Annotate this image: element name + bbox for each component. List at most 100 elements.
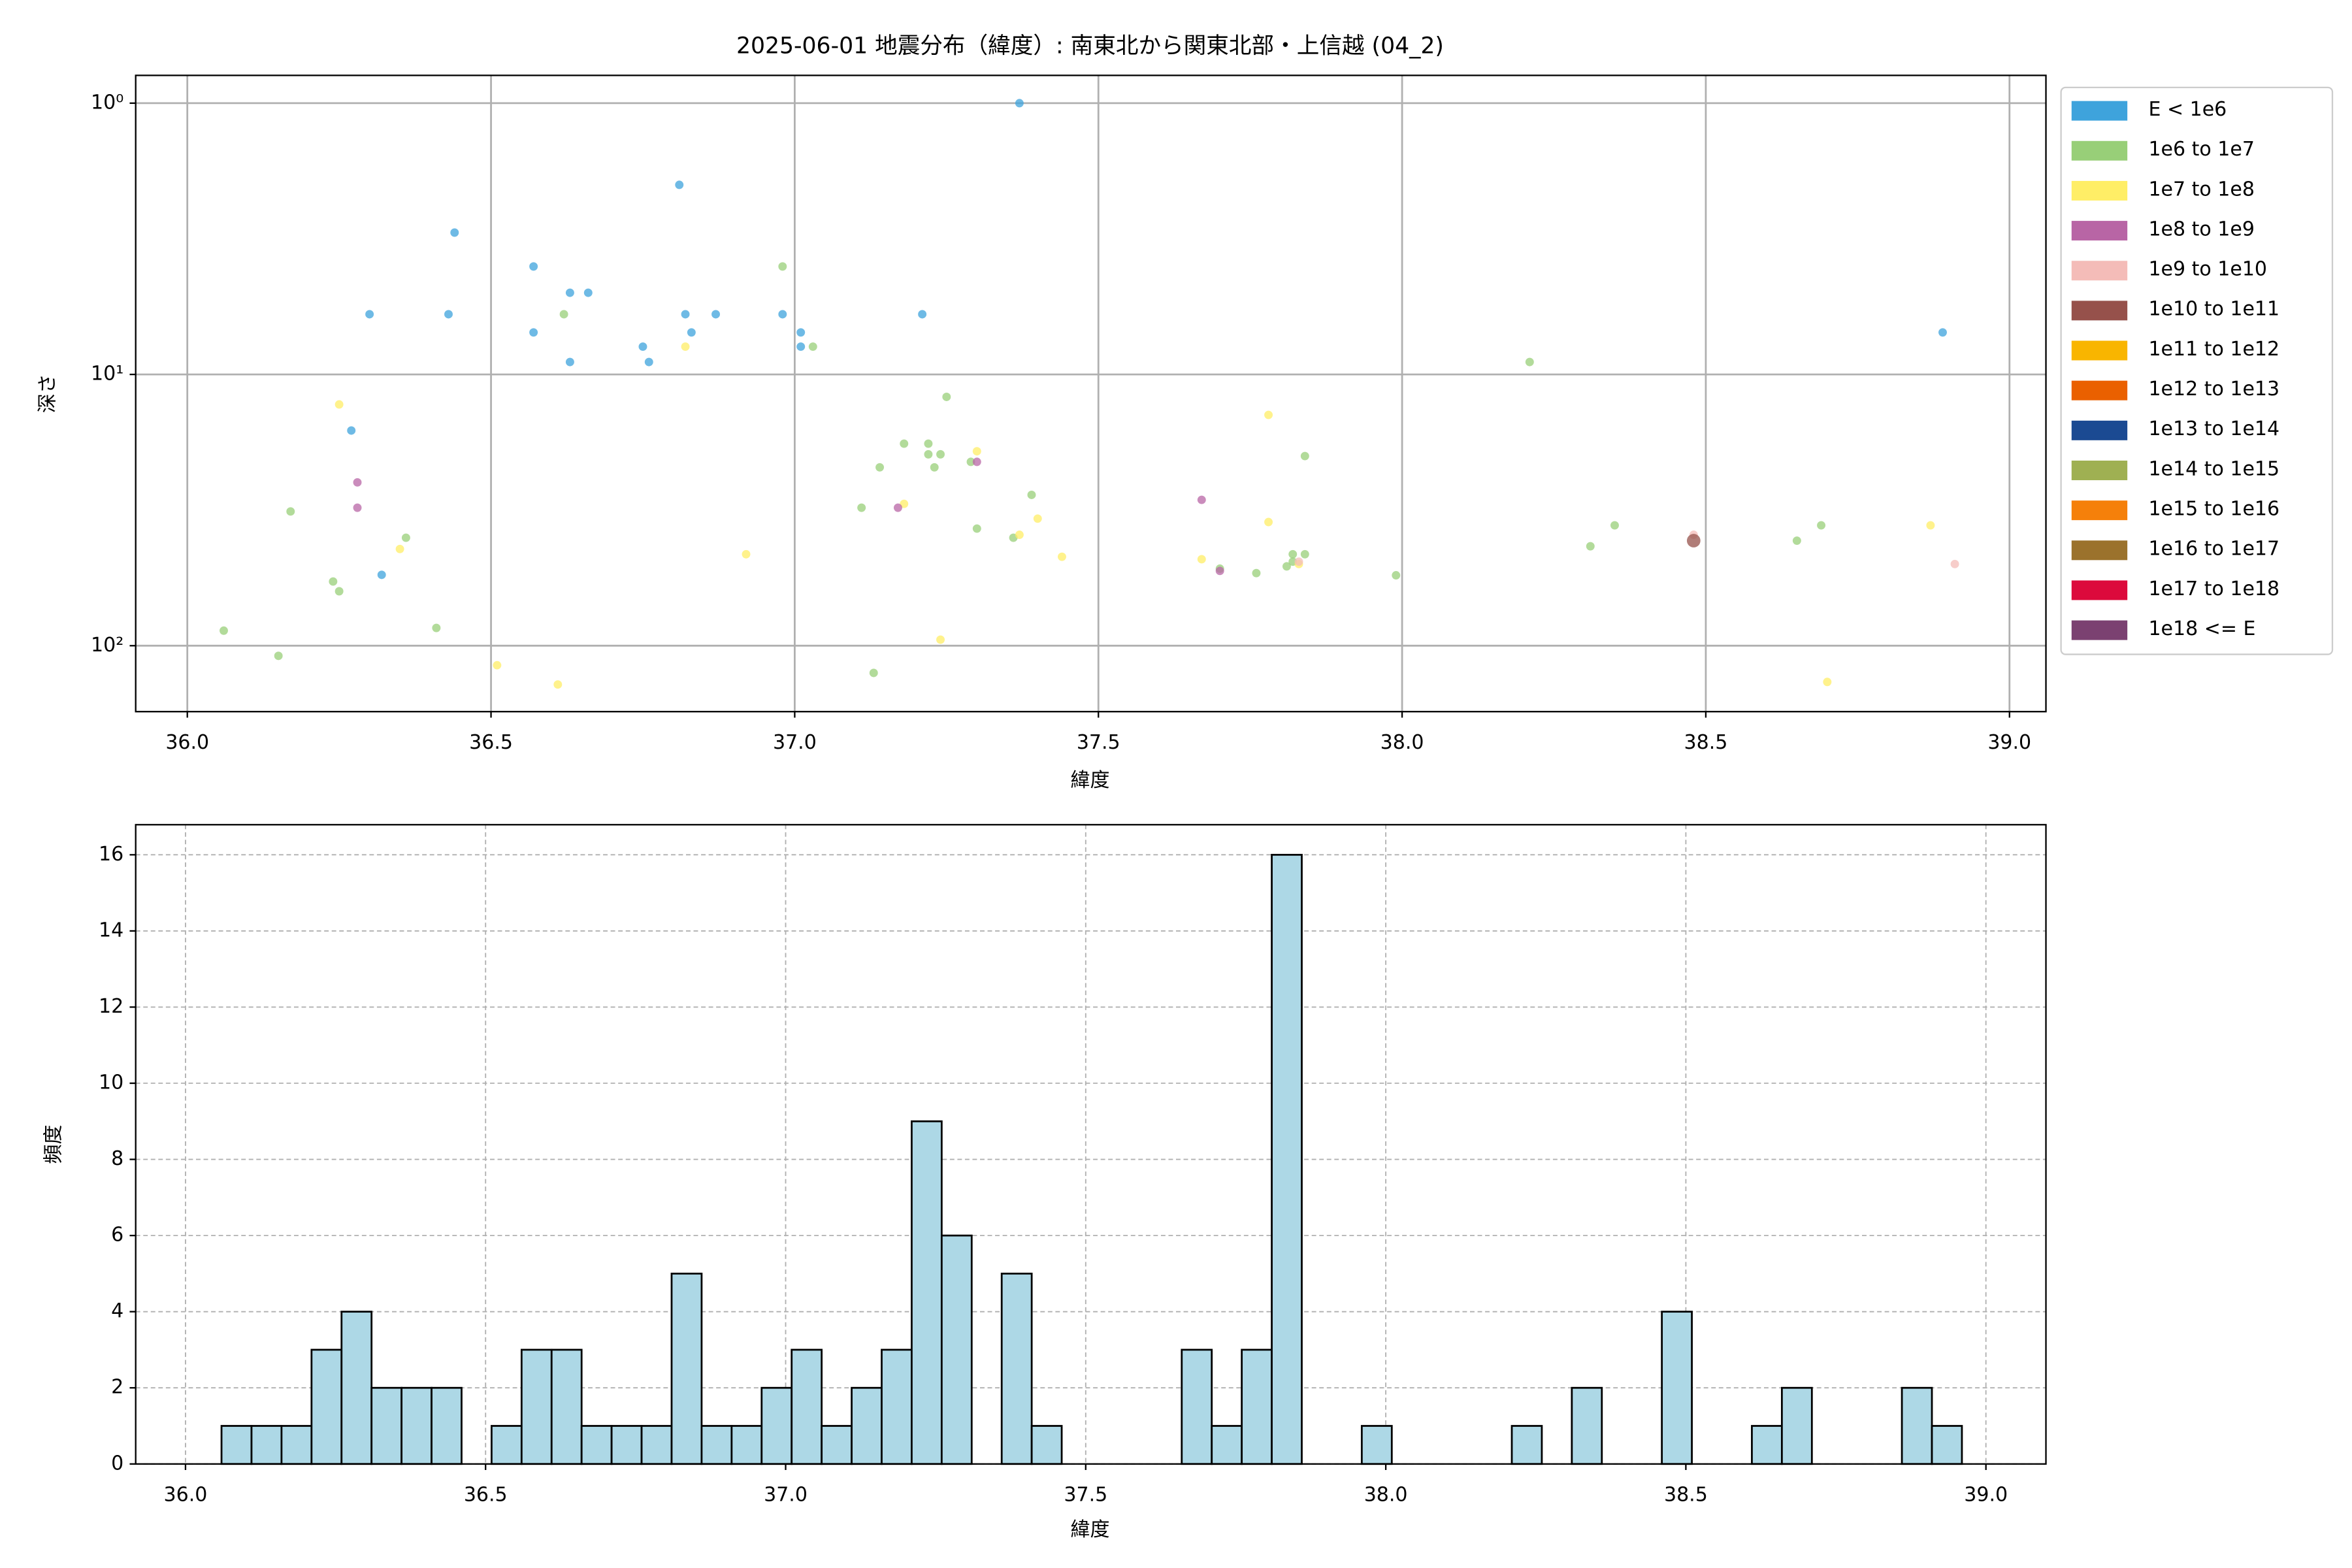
legend-swatch [2071,420,2128,440]
scatter-point [972,447,981,456]
legend-label: 1e13 to 1e14 [2148,417,2279,440]
scatter-point [450,228,459,237]
scatter-point [377,570,386,580]
scatter-point [220,626,228,635]
scatter-point [1252,568,1261,578]
scatter-point [286,507,295,516]
scatter-point [742,549,751,559]
legend-swatch [2071,301,2128,321]
legend-label: 1e7 to 1e8 [2148,178,2254,201]
scatter-point [900,499,909,508]
legend-label: 1e10 to 1e11 [2148,298,2279,321]
scatter-point [711,310,720,319]
y-tick-label: 10² [91,634,123,657]
scatter-point [1282,562,1291,571]
histogram-bar [431,1386,463,1465]
legend-label: 1e15 to 1e16 [2148,498,2279,521]
scatter-point [1197,495,1206,504]
y-tick-label: 10 [99,1071,123,1094]
scatter-point [1792,536,1801,546]
scatter-point [675,180,684,189]
y-tick-label: 6 [111,1224,123,1247]
histogram-bar [940,1234,973,1465]
scatter-point [335,400,344,409]
x-tick-label: 39.0 [1964,1484,2008,1507]
legend-label: 1e11 to 1e12 [2148,338,2279,361]
legend-swatch [2071,380,2128,400]
legend-swatch [2071,221,2128,241]
x-tick-label: 36.5 [464,1484,508,1507]
scatter-point [1586,542,1595,551]
histogram-bar [1780,1386,1813,1465]
legend-label: 1e17 to 1e18 [2148,578,2279,600]
scatter-point [353,503,362,512]
scatter-point [1015,531,1024,539]
x-tick-label: 37.5 [1064,1484,1107,1507]
scatter-point [329,577,338,586]
legend-swatch [2071,500,2128,521]
x-tick-label: 38.5 [1684,731,1728,754]
scatter-point [924,449,933,459]
scatter-point [1525,357,1534,367]
legend-swatch [2071,140,2128,161]
scatter-point [857,503,866,512]
scatter-point [529,328,538,337]
x-tick-label: 39.0 [1987,731,2031,754]
histogram-bar [730,1425,763,1465]
y-tick-label: 10⁰ [91,91,123,114]
scatter-point [565,288,574,297]
histogram-bar [851,1386,883,1465]
scatter-point [347,426,356,435]
scatter-point [681,310,690,319]
histogram-bar [1181,1348,1213,1465]
legend-label: 1e9 to 1e10 [2148,258,2267,281]
histogram-bar [220,1425,253,1465]
scatter-point [687,328,696,337]
scatter-point [966,457,975,466]
histogram-bar [1030,1425,1063,1465]
legend-swatch [2071,261,2128,281]
scatter-point [1033,514,1042,523]
x-tick-label: 36.5 [469,731,513,754]
histogram-bar [340,1311,373,1465]
histogram-bar [760,1386,793,1465]
scatter-point [796,342,806,351]
scatter-point [1300,549,1309,559]
scatter-point [335,587,344,596]
histogram-bar [310,1348,343,1465]
histogram-bar [370,1386,403,1465]
scatter-point [565,357,574,367]
x-tick-label: 36.0 [164,1484,208,1507]
scatter-point [924,439,933,448]
x-axis-label: 緯度 [1070,769,1109,792]
legend-swatch [2071,340,2128,361]
scatter-point [1197,555,1206,564]
legend-swatch [2071,540,2128,561]
legend-swatch [2071,620,2128,640]
histogram-bar [400,1386,433,1465]
scatter-point [1950,559,1959,568]
y-tick-label: 2 [111,1376,123,1399]
scatter-point [1300,451,1309,461]
scatter-point [553,680,563,689]
scatter-point [353,478,362,487]
x-tick-label: 36.0 [165,731,209,754]
histogram-bar [580,1425,613,1465]
histogram-bar [700,1425,733,1465]
scatter-point [583,288,593,297]
histogram-bar [1241,1348,1273,1465]
histogram-bar [491,1425,523,1465]
histogram-bar [520,1348,553,1465]
scatter-point [1294,557,1303,566]
scatter-point [930,463,939,472]
legend-swatch [2071,101,2128,121]
scatter-point [529,262,538,271]
plot-frame [135,824,2047,1465]
scatter-point [395,544,404,553]
y-tick-label: 12 [99,995,123,1018]
scatter-point [972,524,981,533]
scatter-point [1610,521,1619,530]
histogram-bar [881,1348,913,1465]
